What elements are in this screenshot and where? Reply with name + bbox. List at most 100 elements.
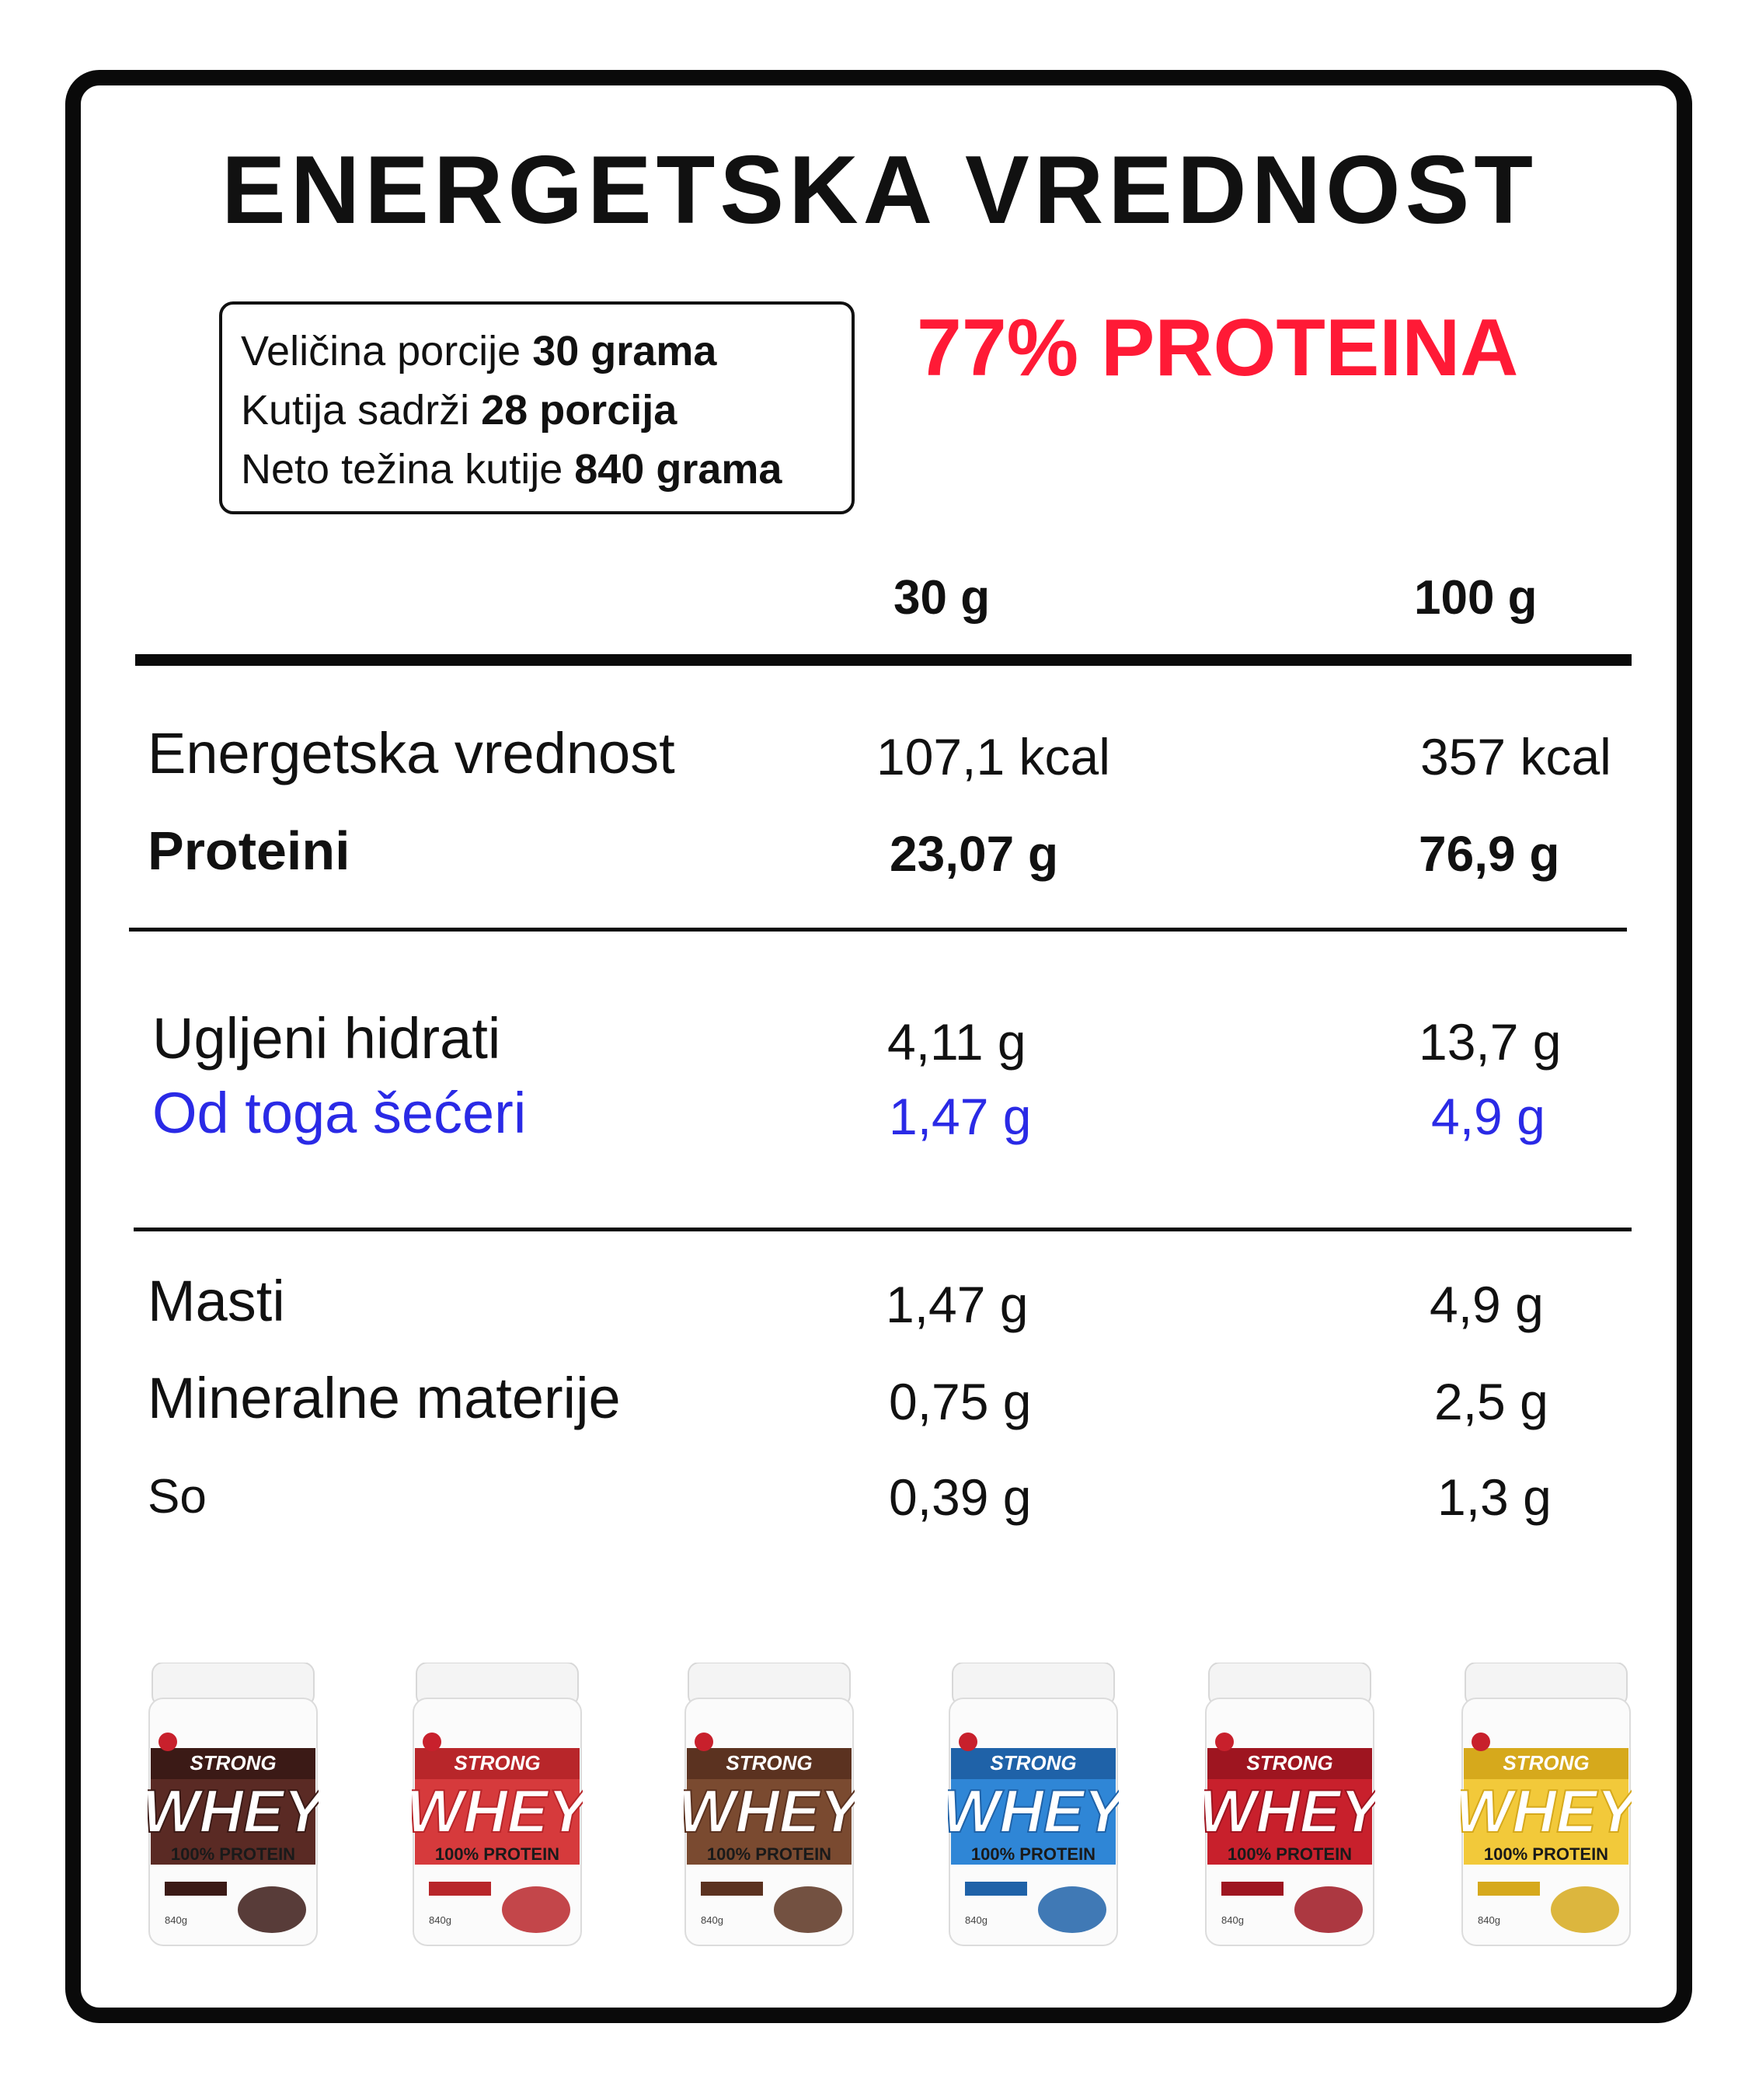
product-tub: STRONG WHEY 100% PROTEIN 840g [677,1662,866,1950]
serving-info-box: Veličina porcije 30 grama Kutija sadrži … [219,301,855,514]
row-minerals-label: Mineralne materije [148,1366,621,1430]
row-fat-label: Masti [148,1269,285,1333]
tub-flavor-image [502,1886,570,1933]
column-header-100g: 100 g [1414,571,1538,625]
tub-brand: STRONG [990,1751,1076,1774]
tub-sub: 100% PROTEIN [971,1844,1095,1864]
tub-stats [1478,1882,1540,1896]
tub-label [1207,1779,1372,1865]
tub-name: WHEY [1204,1777,1375,1845]
row-minerals-serving: 0,75 g [889,1373,1032,1430]
row-minerals-100g: 2,5 g [1434,1373,1548,1430]
product-tub: STRONG WHEY 100% PROTEIN 840g [1198,1662,1386,1950]
tub-flavor-image [1294,1886,1363,1933]
header-divider [135,654,1632,666]
product-tub: STRONG WHEY 100% PROTEIN 840g [141,1662,329,1950]
tub-label [1464,1779,1628,1865]
row-energy-serving: 107,1 kcal [876,728,1110,785]
tub-stats [1221,1882,1284,1896]
tub-weight: 840g [1221,1914,1244,1926]
row-sugars-100g: 4,9 g [1431,1088,1545,1145]
tub-brand: STRONG [1503,1751,1589,1774]
row-energy-label: Energetska vrednost [148,721,675,785]
tub-name: WHEY [412,1777,583,1845]
tub-label [415,1779,580,1865]
serving-size-label: Veličina porcije [241,328,533,374]
row-carbs-100g: 13,7 g [1419,1013,1562,1071]
row-carbs-serving: 4,11 g [887,1013,1026,1071]
serving-size-line: Veličina porcije 30 grama [241,322,852,381]
row-carbs-label: Ugljeni hidrati [152,1006,501,1071]
tub-weight: 840g [429,1914,451,1926]
tub-brand: STRONG [1246,1751,1332,1774]
brand-logo [959,1733,977,1751]
product-tub: STRONG WHEY 100% PROTEIN 840g [406,1662,594,1950]
tub-stats [965,1882,1027,1896]
tub-brand: STRONG [190,1751,276,1774]
tub-weight: 840g [1478,1914,1500,1926]
tub-flavor-image [238,1886,306,1933]
tub-weight: 840g [165,1914,187,1926]
tub-weight: 840g [701,1914,723,1926]
column-header-serving: 30 g [893,571,991,625]
tub-name: WHEY [148,1777,319,1845]
card-frame [65,70,1692,2023]
tub-stats [701,1882,763,1896]
row-protein-100g: 76,9 g [1419,826,1560,882]
tub-flavor-image [1551,1886,1619,1933]
tub-weight: 840g [965,1914,987,1926]
brand-logo [158,1733,177,1751]
protein-divider [129,928,1627,932]
row-sugars-serving: 1,47 g [889,1088,1032,1145]
tub-name: WHEY [1461,1777,1632,1845]
product-tub: STRONG WHEY 100% PROTEIN 840g [942,1662,1130,1950]
page-title: ENERGETSKA VREDNOST [221,137,1538,244]
tub-label [687,1779,852,1865]
product-lineup: STRONG WHEY 100% PROTEIN 840g STRONG WHEY 100%… [140,1662,1642,1958]
brand-logo [1215,1733,1234,1751]
tub-sub: 100% PROTEIN [171,1844,295,1864]
tub-sub: 100% PROTEIN [1484,1844,1608,1864]
tub-label-band [415,1748,580,1779]
tub-sub: 100% PROTEIN [1228,1844,1352,1864]
tub-label-band [687,1748,852,1779]
tub-sub: 100% PROTEIN [707,1844,831,1864]
protein-percentage: 77% PROTEINA [917,303,1519,393]
row-fat-serving: 1,47 g [886,1276,1029,1333]
row-sugars-label: Od toga šećeri [152,1081,527,1145]
tub-brand: STRONG [726,1751,812,1774]
tub-name: WHEY [684,1777,855,1845]
servings-per-box-label: Kutija sadrži [241,387,482,434]
tub-label-band [1207,1748,1372,1779]
row-protein-label: Proteini [148,820,350,881]
tub-label-band [951,1748,1116,1779]
row-protein-serving: 23,07 g [890,826,1059,882]
tub-flavor-image [1038,1886,1106,1933]
tub-label [951,1779,1116,1865]
net-weight-label: Neto težina kutije [241,446,575,493]
brand-logo [1472,1733,1490,1751]
servings-per-box-line: Kutija sadrži 28 porcija [241,381,852,440]
tub-brand: STRONG [454,1751,540,1774]
carbs-divider [134,1228,1632,1231]
product-tub: STRONG WHEY 100% PROTEIN 840g [1454,1662,1642,1950]
tub-sub: 100% PROTEIN [435,1844,559,1864]
row-salt-label: So [148,1470,207,1524]
row-fat-100g: 4,9 g [1430,1276,1544,1333]
serving-size-value: 30 grama [532,328,717,374]
tub-label [151,1779,315,1865]
net-weight-line: Neto težina kutije 840 grama [241,440,852,499]
tub-stats [165,1882,227,1896]
tub-flavor-image [774,1886,842,1933]
brand-logo [423,1733,441,1751]
tub-stats [429,1882,491,1896]
tub-name: WHEY [948,1777,1119,1845]
servings-per-box-value: 28 porcija [481,387,677,434]
tub-label-band [151,1748,315,1779]
